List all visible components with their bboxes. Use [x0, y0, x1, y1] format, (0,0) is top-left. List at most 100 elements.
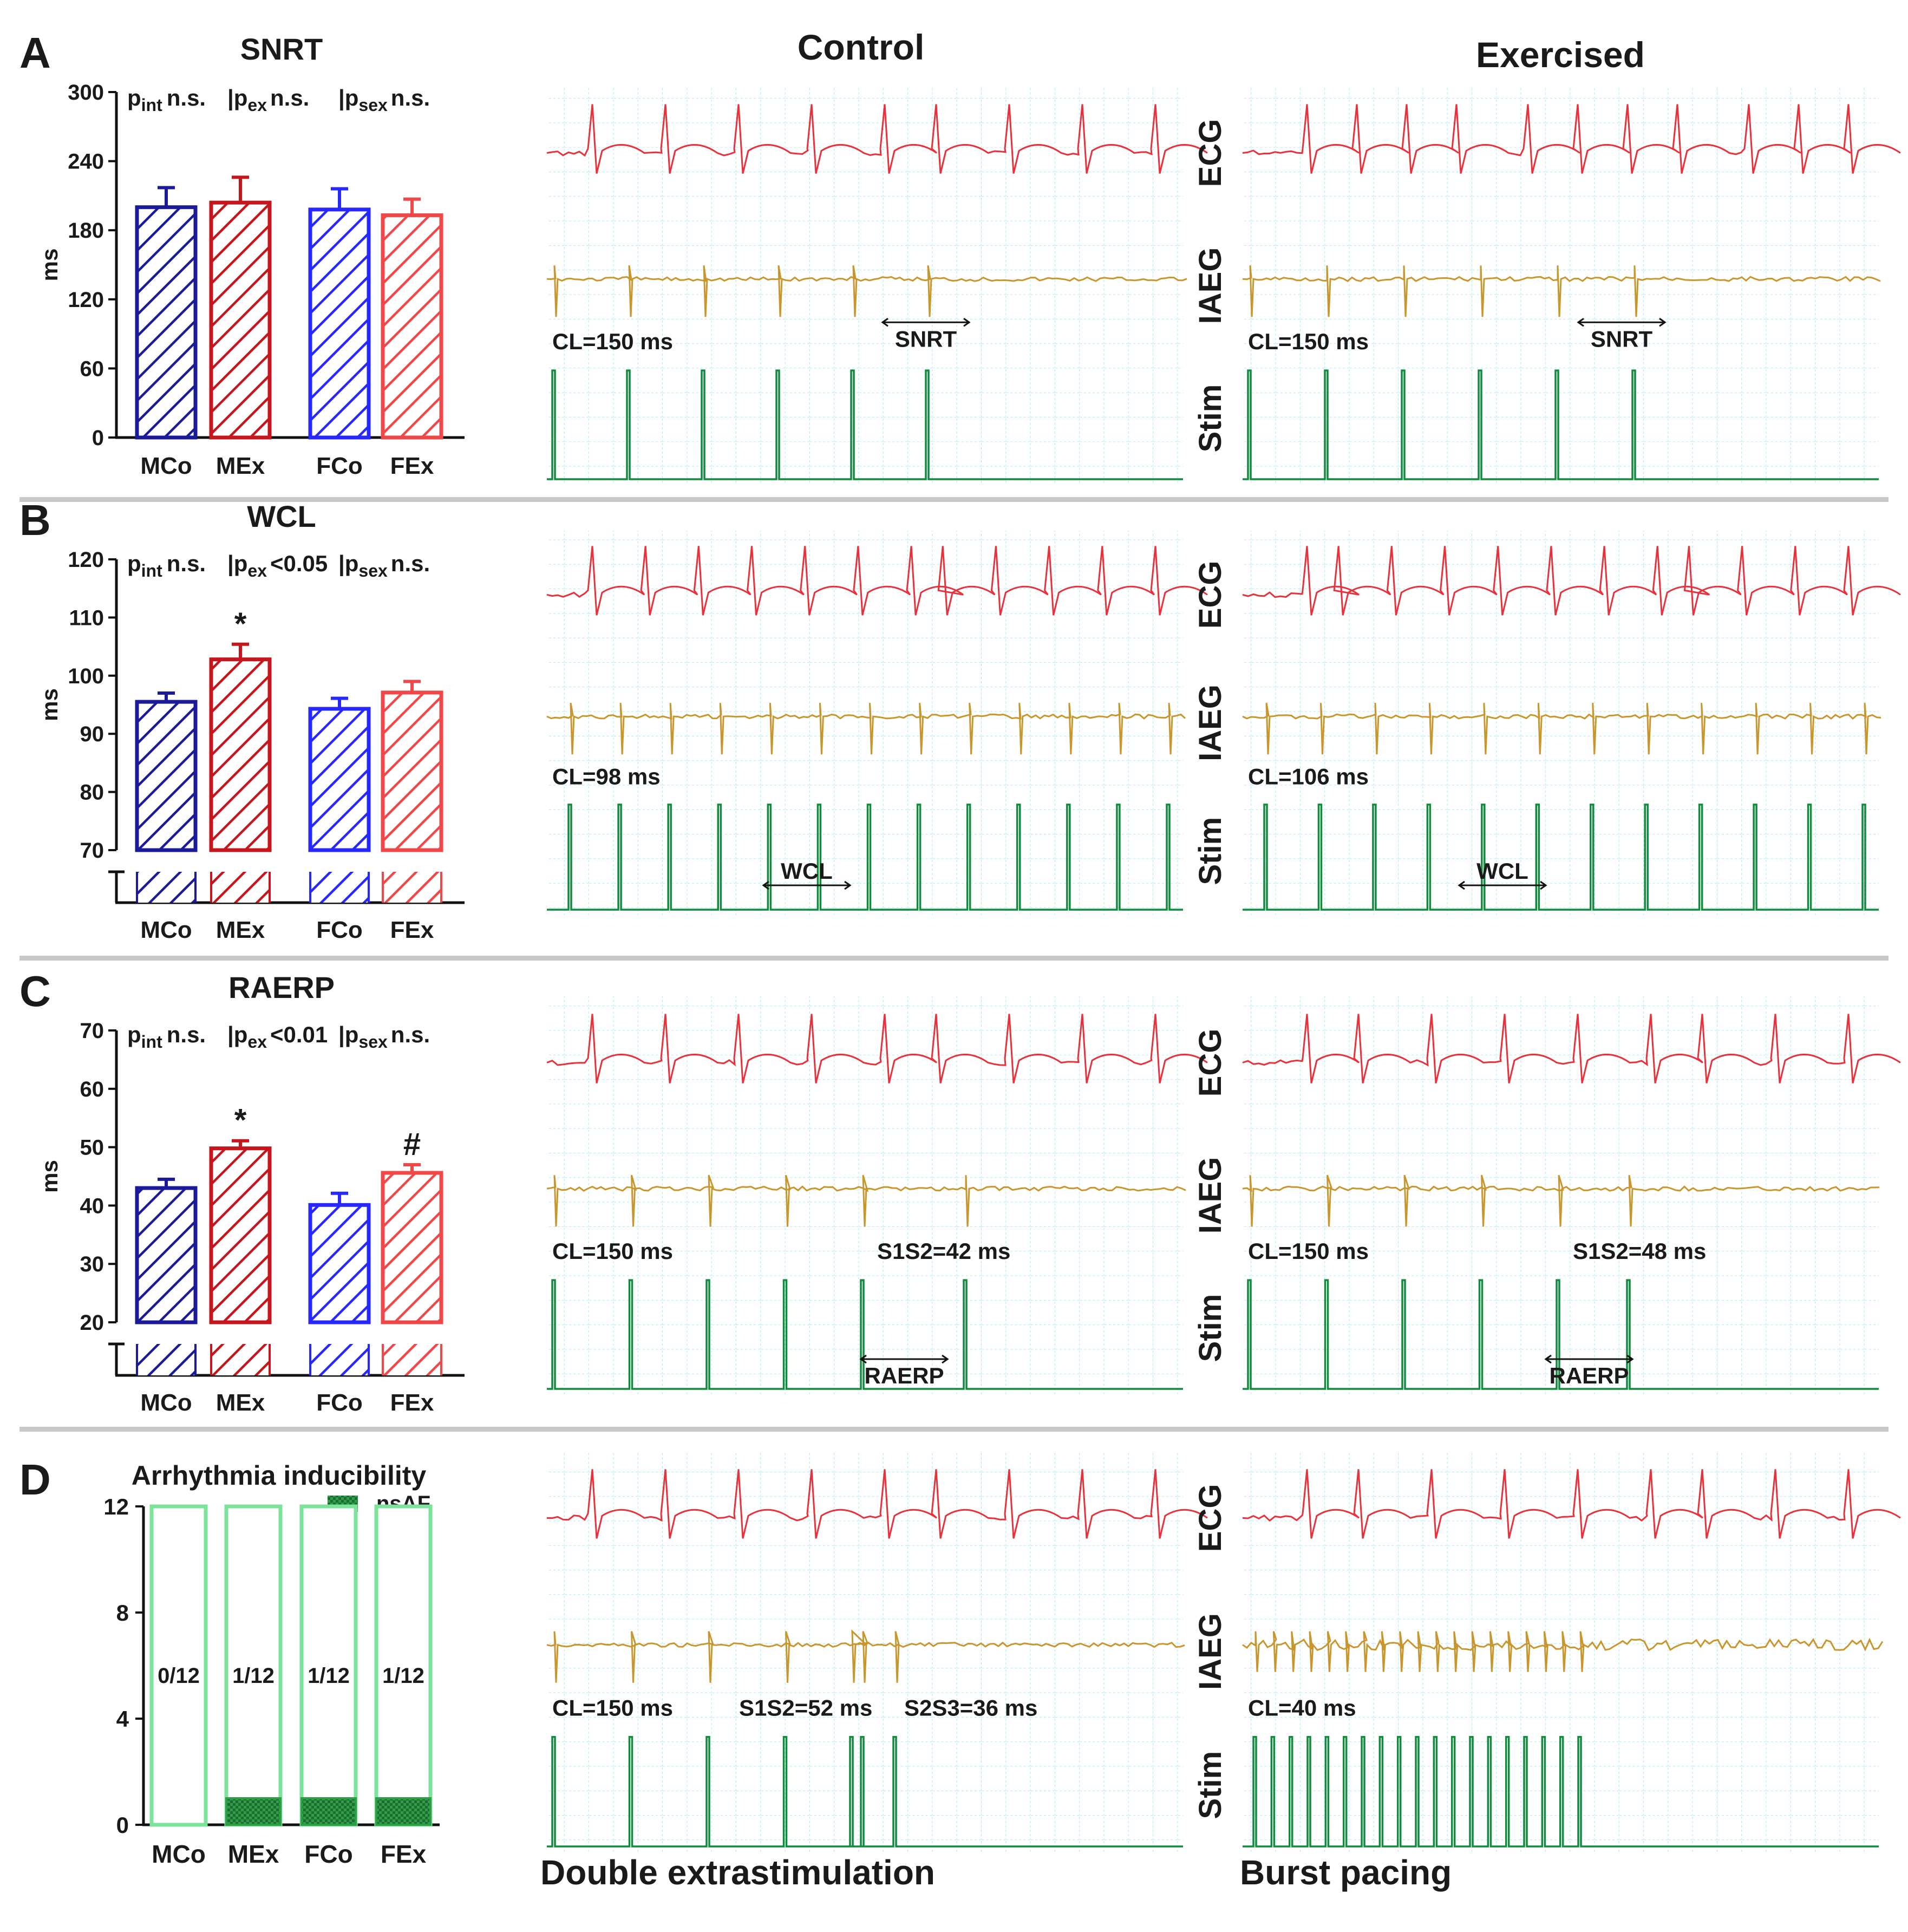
bar-stub-FCo [310, 1344, 369, 1375]
interval-label: SNRT [1591, 326, 1653, 351]
ecg-trace [1242, 1469, 1901, 1539]
bar-stub-MCo [137, 1344, 195, 1375]
ecg-trace [546, 104, 1208, 174]
stim-trace [1243, 1279, 1879, 1390]
panel-D-chart: D Arrhythmia inducibilitynsAF048120/12MCo… [19, 1455, 440, 1868]
trace-grid [547, 531, 1183, 915]
trace-grid [547, 1451, 1183, 1852]
interval-marker [859, 1354, 949, 1364]
y-tick-label: 8 [116, 1600, 129, 1626]
bar-stub-MEx [211, 1344, 270, 1375]
y-tick-label: 70 [80, 839, 104, 863]
stats-pint-value: n.s. [167, 1022, 206, 1047]
chart-title: WCL [247, 499, 316, 533]
panel-separator [19, 956, 1889, 961]
y-tick-label: 100 [68, 664, 104, 688]
cycle-length-label: CL=106 ms [1248, 763, 1369, 789]
bar-MEx [209, 1146, 272, 1324]
x-tick-label: FCo [316, 1389, 363, 1416]
stats-psex-value: n.s. [391, 1022, 430, 1047]
y-tick-label: 120 [68, 548, 104, 572]
trace-label-stim: Stim [1193, 817, 1228, 885]
stats-pex: |pex n.s. [227, 85, 309, 115]
x-tick-label: MCo [152, 1840, 206, 1868]
interval-label: RAERP [1549, 1363, 1629, 1388]
x-tick-label: MCo [140, 1389, 192, 1416]
x-tick-label: MCo [140, 917, 192, 943]
stim-trace [547, 804, 1183, 911]
y-tick-label: 4 [116, 1706, 129, 1732]
panel-letter: C [19, 967, 51, 1015]
bar-FCo [308, 1203, 371, 1324]
panel-letter: B [19, 496, 51, 544]
trace-label-iaeg: IAEG [1193, 684, 1228, 761]
stats-pex-value: <0.01 [270, 1022, 328, 1047]
bar-stub-MCo [137, 872, 195, 903]
panel-letter: A [19, 29, 51, 77]
y-tick-label: 0 [116, 1812, 129, 1838]
y-axis-label: ms [37, 688, 62, 721]
stats-pint-value: n.s. [167, 85, 206, 110]
iaeg-trace [546, 265, 1187, 317]
iaeg-trace [1242, 265, 1881, 317]
cycle-length-label: CL=150 ms [552, 329, 673, 354]
ecg-trace [1242, 1014, 1901, 1084]
trace-panel-C-control: CL=150 ms S1S2=42 ms RAERP [546, 996, 1208, 1394]
x-tick-label: MEx [228, 1840, 279, 1868]
ecg-trace [546, 546, 1208, 616]
chart-title: RAERP [228, 970, 335, 1004]
iaeg-trace [1242, 702, 1881, 755]
bar-MEx [209, 657, 272, 852]
interval-label: RAERP [864, 1363, 944, 1388]
x-tick-label: FCo [316, 453, 363, 479]
interval-label: SNRT [895, 326, 957, 351]
bar-stub-FCo [310, 872, 369, 903]
panel-C-chart: C RAERP 20 30 40 50 60 70 ms pint n.s. |pex <0.01 |ps… [19, 967, 465, 1416]
ecg-trace [1242, 104, 1901, 174]
cycle-length-label: CL=150 ms [1248, 329, 1369, 354]
stim-trace [547, 1279, 1183, 1390]
bar-MCo [135, 700, 198, 852]
bar-MCo [135, 205, 198, 440]
stats-psex: |psex n.s. [338, 85, 430, 115]
trace-label-iaeg: IAEG [1193, 247, 1228, 324]
x-tick-label: FCo [304, 1840, 352, 1868]
bar-stub-FEx [383, 872, 441, 903]
trace-label-ecg: ECG [1193, 560, 1228, 629]
trace-panel-C-exercised: CL=150 ms S1S2=48 ms RAERP ECG IAEG Stim [1193, 996, 1901, 1394]
x-tick-label: FEx [390, 453, 434, 479]
trace-label-stim: Stim [1193, 384, 1228, 453]
ratio-label: 1/12 [382, 1664, 424, 1688]
y-tick-label: 180 [68, 219, 104, 243]
stats-pex: |pex <0.05 [227, 551, 328, 580]
stats-psex: |psex n.s. [338, 1022, 430, 1052]
stats-pex: |pex <0.01 [227, 1022, 328, 1052]
panel-A-chart: A SNRT 0 60 120 180 240 300 ms pint n.s. |pex n.s. |p… [19, 29, 465, 479]
interval-marker [881, 318, 971, 327]
stats-pex-sub: ex [247, 561, 267, 580]
panel-letter: D [19, 1455, 51, 1504]
ratio-label: 0/12 [158, 1664, 200, 1688]
y-tick-label: 90 [80, 722, 104, 746]
x-tick-label: MEx [216, 453, 265, 479]
y-tick-label: 300 [68, 81, 104, 105]
ecg-trace [1242, 546, 1901, 616]
trace-label-stim: Stim [1193, 1294, 1228, 1362]
trace-panel-D-exercised: CL=40 ms ECG IAEG Stim [1193, 1451, 1901, 1852]
chart-title: Arrhythmia inducibility [132, 1460, 427, 1491]
y-tick-label: 80 [80, 781, 104, 805]
y-tick-label: 40 [80, 1194, 104, 1218]
y-tick-label: 20 [80, 1311, 104, 1335]
trace-panel-B-control: CL=98 ms WCL [546, 531, 1208, 915]
x-tick-label: FEx [381, 1840, 427, 1868]
panel-separator [19, 1427, 1889, 1432]
y-tick-label: 0 [92, 426, 104, 450]
panel-separator [19, 497, 1889, 502]
iaeg-trace [546, 1174, 1186, 1227]
x-tick-label: MEx [216, 917, 265, 943]
bar-FEx [381, 213, 443, 440]
significance-mark: # [403, 1127, 421, 1162]
y-tick-label: 60 [80, 1078, 104, 1101]
